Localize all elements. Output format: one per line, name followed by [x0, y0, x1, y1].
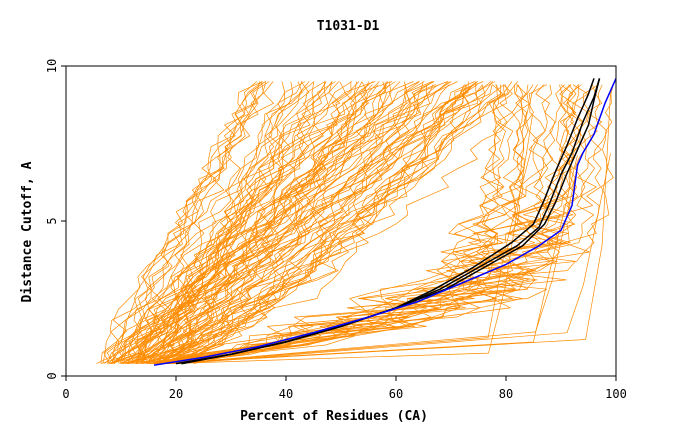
orange-series-line	[135, 84, 563, 364]
y-tick-label: 5	[45, 217, 59, 224]
highlight-series-line	[153, 78, 616, 366]
orange-series-line	[100, 81, 263, 364]
orange-series-line	[113, 81, 264, 364]
orange-series-line	[125, 84, 474, 364]
x-axis: 0 20 40 60 80 100	[62, 376, 627, 401]
orange-series-line	[180, 84, 608, 364]
orange-series-line	[158, 81, 451, 364]
orange-series-line	[183, 81, 380, 364]
highlight-series-line	[181, 78, 601, 365]
orange-series-line	[152, 81, 358, 364]
orange-series-line	[109, 84, 379, 364]
orange-series-line	[171, 84, 439, 364]
orange-series-line	[171, 84, 506, 364]
orange-series-line	[101, 81, 452, 364]
orange-series-line	[143, 81, 475, 364]
orange-series-line	[167, 115, 533, 364]
orange-series-line	[103, 81, 274, 364]
orange-series-line	[153, 84, 599, 364]
orange-series-line	[122, 81, 387, 364]
orange-series-line	[122, 84, 501, 364]
orange-series-line	[169, 84, 434, 364]
x-tick-label: 40	[279, 387, 293, 401]
orange-series-line	[156, 84, 373, 364]
orange-series-line	[102, 81, 266, 364]
orange-series-line	[169, 84, 546, 364]
y-tick-label: 10	[45, 59, 59, 73]
highlight-series-group	[153, 78, 616, 366]
orange-series-line	[164, 81, 448, 364]
orange-series-line	[132, 81, 336, 364]
orange-series-line	[157, 81, 458, 364]
orange-series-line	[141, 84, 509, 364]
orange-series-line	[129, 84, 493, 364]
orange-series-line	[160, 81, 420, 364]
orange-series-line	[114, 81, 360, 364]
orange-series-line	[160, 84, 391, 364]
orange-series-line	[154, 81, 329, 364]
orange-series-line	[140, 84, 436, 364]
orange-series-line	[157, 84, 467, 364]
orange-series-line	[173, 84, 603, 364]
orange-series-line	[151, 84, 547, 364]
orange-series-line	[156, 84, 574, 364]
orange-series-line	[148, 81, 315, 364]
orange-series-line	[139, 81, 274, 364]
y-axis: 0 5 10	[45, 59, 66, 380]
orange-series-line	[127, 81, 263, 364]
orange-series-line	[135, 81, 469, 364]
x-tick-label: 80	[499, 387, 513, 401]
orange-series-line	[180, 153, 611, 364]
orange-series-line	[155, 84, 469, 364]
orange-series-line	[126, 84, 370, 364]
orange-series-line	[152, 84, 589, 364]
orange-series-line	[173, 146, 533, 364]
orange-series-line	[164, 92, 611, 364]
orange-series-line	[164, 84, 577, 364]
orange-series-line	[157, 84, 465, 364]
orange-series-line	[165, 81, 368, 364]
x-tick-label: 60	[389, 387, 403, 401]
orange-series-line	[155, 84, 514, 364]
orange-series-line	[112, 81, 257, 364]
y-axis-label: Distance Cutoff, A	[20, 161, 35, 302]
orange-series-line	[128, 81, 363, 364]
chart-title: T1031-D1	[317, 19, 380, 34]
orange-series-line	[139, 81, 270, 364]
orange-series-line	[110, 81, 306, 364]
orange-series-line	[122, 84, 465, 364]
orange-series-line	[111, 81, 341, 364]
x-tick-label: 0	[62, 387, 69, 401]
orange-series-line	[168, 84, 614, 364]
x-tick-label: 20	[169, 387, 183, 401]
x-axis-label: Percent of Residues (CA)	[240, 409, 428, 424]
orange-series-line	[96, 81, 303, 364]
orange-series-line	[110, 81, 420, 364]
x-tick-label: 100	[605, 387, 627, 401]
orange-series-line	[175, 81, 396, 364]
orange-series-line	[175, 84, 528, 364]
orange-series-line	[111, 84, 428, 364]
orange-series-line	[146, 81, 353, 364]
orange-series-line	[156, 155, 578, 364]
orange-series-line	[156, 81, 518, 364]
orange-series-line	[136, 84, 478, 364]
orange-series-group	[96, 81, 614, 364]
y-tick-label: 0	[45, 372, 59, 379]
orange-series-line	[148, 84, 586, 364]
